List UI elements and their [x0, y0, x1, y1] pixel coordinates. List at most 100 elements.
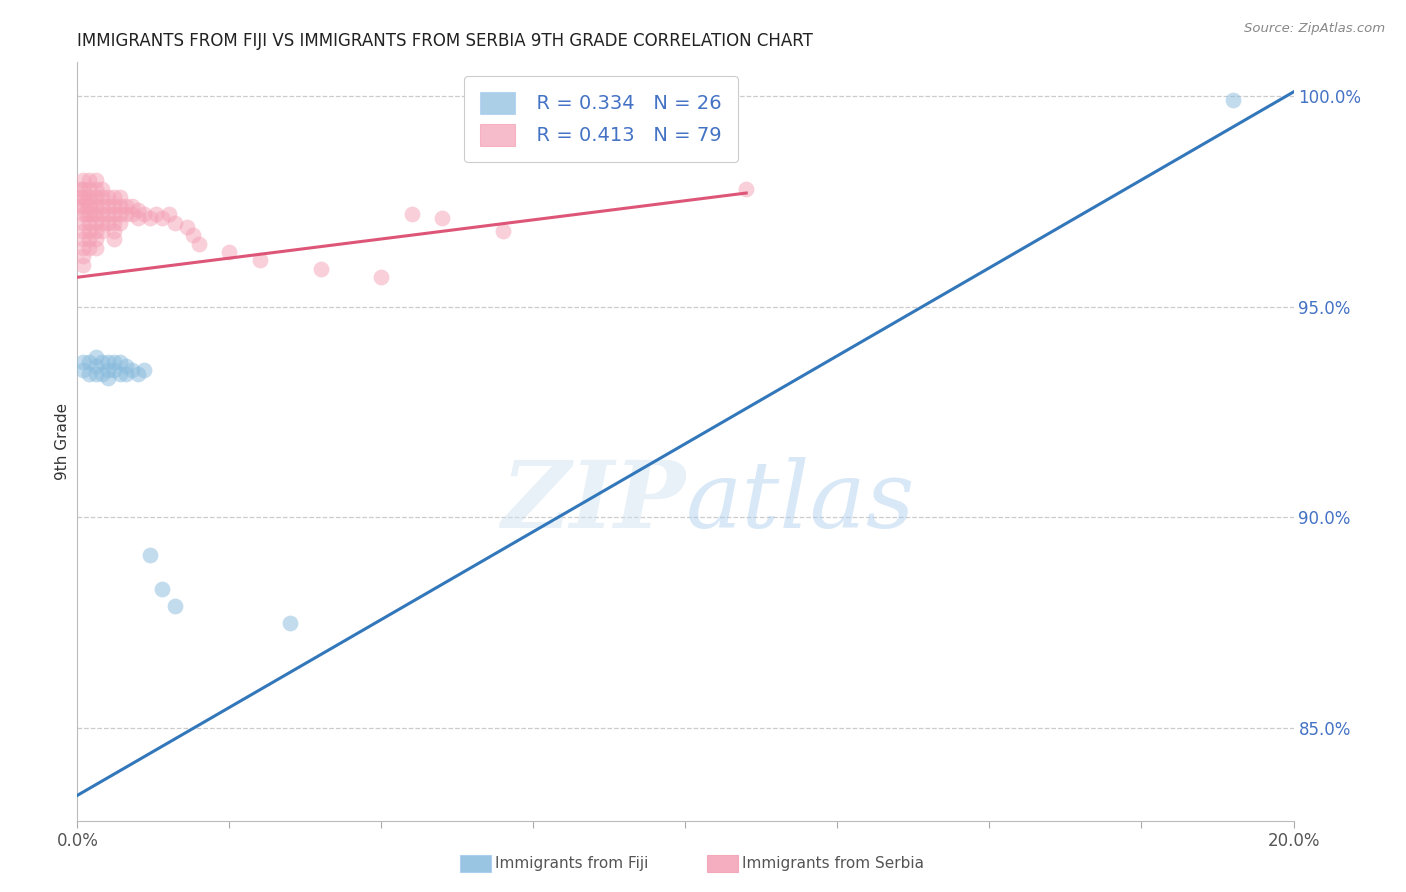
Point	[108, 354, 131, 368]
Point	[90, 190, 112, 204]
Point	[139, 211, 162, 226]
Point	[79, 207, 101, 221]
Point	[181, 228, 204, 243]
Point	[103, 232, 125, 246]
Point	[370, 270, 392, 285]
Point	[72, 182, 94, 196]
Point	[69, 182, 91, 196]
Point	[79, 354, 101, 368]
Point	[115, 367, 138, 381]
Point	[103, 224, 125, 238]
Point	[72, 190, 94, 204]
Point	[90, 182, 112, 196]
Point	[90, 224, 112, 238]
Point	[157, 207, 180, 221]
Point	[97, 363, 120, 377]
Point	[1222, 93, 1244, 107]
Point	[75, 207, 97, 221]
Point	[79, 232, 101, 246]
Y-axis label: 9th Grade: 9th Grade	[55, 403, 70, 480]
Point	[127, 202, 149, 217]
Point	[90, 215, 112, 229]
Point	[134, 207, 156, 221]
Point	[127, 211, 149, 226]
Point	[72, 354, 94, 368]
Point	[79, 173, 101, 187]
Point	[145, 207, 167, 221]
Point	[90, 199, 112, 213]
Point	[108, 190, 131, 204]
Point	[139, 548, 162, 562]
Point	[84, 207, 107, 221]
Point	[103, 207, 125, 221]
Point	[103, 199, 125, 213]
Point	[115, 207, 138, 221]
Point	[115, 199, 138, 213]
Point	[79, 367, 101, 381]
Point	[79, 224, 101, 238]
Point	[103, 363, 125, 377]
Text: ZIP: ZIP	[501, 458, 686, 547]
Point	[84, 173, 107, 187]
Point	[84, 182, 107, 196]
Point	[79, 241, 101, 255]
Point	[90, 354, 112, 368]
Point	[72, 363, 94, 377]
Point	[90, 207, 112, 221]
Point	[79, 215, 101, 229]
Point	[121, 207, 143, 221]
Point	[108, 215, 131, 229]
Point	[103, 215, 125, 229]
Point	[84, 241, 107, 255]
Point	[309, 261, 332, 276]
Point	[103, 354, 125, 368]
Point	[121, 363, 143, 377]
Point	[108, 199, 131, 213]
Point	[401, 207, 423, 221]
Point	[79, 182, 101, 196]
Text: Immigrants from Serbia: Immigrants from Serbia	[742, 856, 924, 871]
Text: IMMIGRANTS FROM FIJI VS IMMIGRANTS FROM SERBIA 9TH GRADE CORRELATION CHART: IMMIGRANTS FROM FIJI VS IMMIGRANTS FROM …	[77, 32, 813, 50]
Text: atlas: atlas	[686, 458, 915, 547]
Point	[163, 215, 186, 229]
Point	[735, 182, 758, 196]
Point	[84, 224, 107, 238]
Point	[84, 190, 107, 204]
Point	[278, 615, 301, 630]
Point	[97, 354, 120, 368]
Point	[69, 190, 91, 204]
Point	[84, 351, 107, 365]
Point	[72, 199, 94, 213]
Point	[97, 199, 120, 213]
Point	[163, 599, 186, 613]
Point	[176, 219, 198, 234]
Point	[97, 190, 120, 204]
Point	[69, 199, 91, 213]
Point	[97, 371, 120, 385]
Point	[188, 236, 211, 251]
Point	[84, 215, 107, 229]
Point	[492, 224, 515, 238]
Point	[97, 207, 120, 221]
Point	[72, 249, 94, 263]
Point	[79, 199, 101, 213]
Text: Immigrants from Fiji: Immigrants from Fiji	[495, 856, 648, 871]
Point	[430, 211, 453, 226]
Point	[72, 224, 94, 238]
Point	[121, 199, 143, 213]
Point	[152, 211, 174, 226]
Point	[82, 207, 104, 221]
Text: Source: ZipAtlas.com: Source: ZipAtlas.com	[1244, 22, 1385, 36]
Point	[108, 367, 131, 381]
Point	[84, 199, 107, 213]
Point	[72, 232, 94, 246]
Point	[218, 244, 240, 259]
Point	[72, 215, 94, 229]
Point	[72, 173, 94, 187]
Legend:   R = 0.334   N = 26,   R = 0.413   N = 79: R = 0.334 N = 26, R = 0.413 N = 79	[464, 76, 738, 161]
Point	[84, 367, 107, 381]
Point	[75, 194, 97, 209]
Point	[84, 232, 107, 246]
Point	[84, 359, 107, 373]
Point	[103, 190, 125, 204]
